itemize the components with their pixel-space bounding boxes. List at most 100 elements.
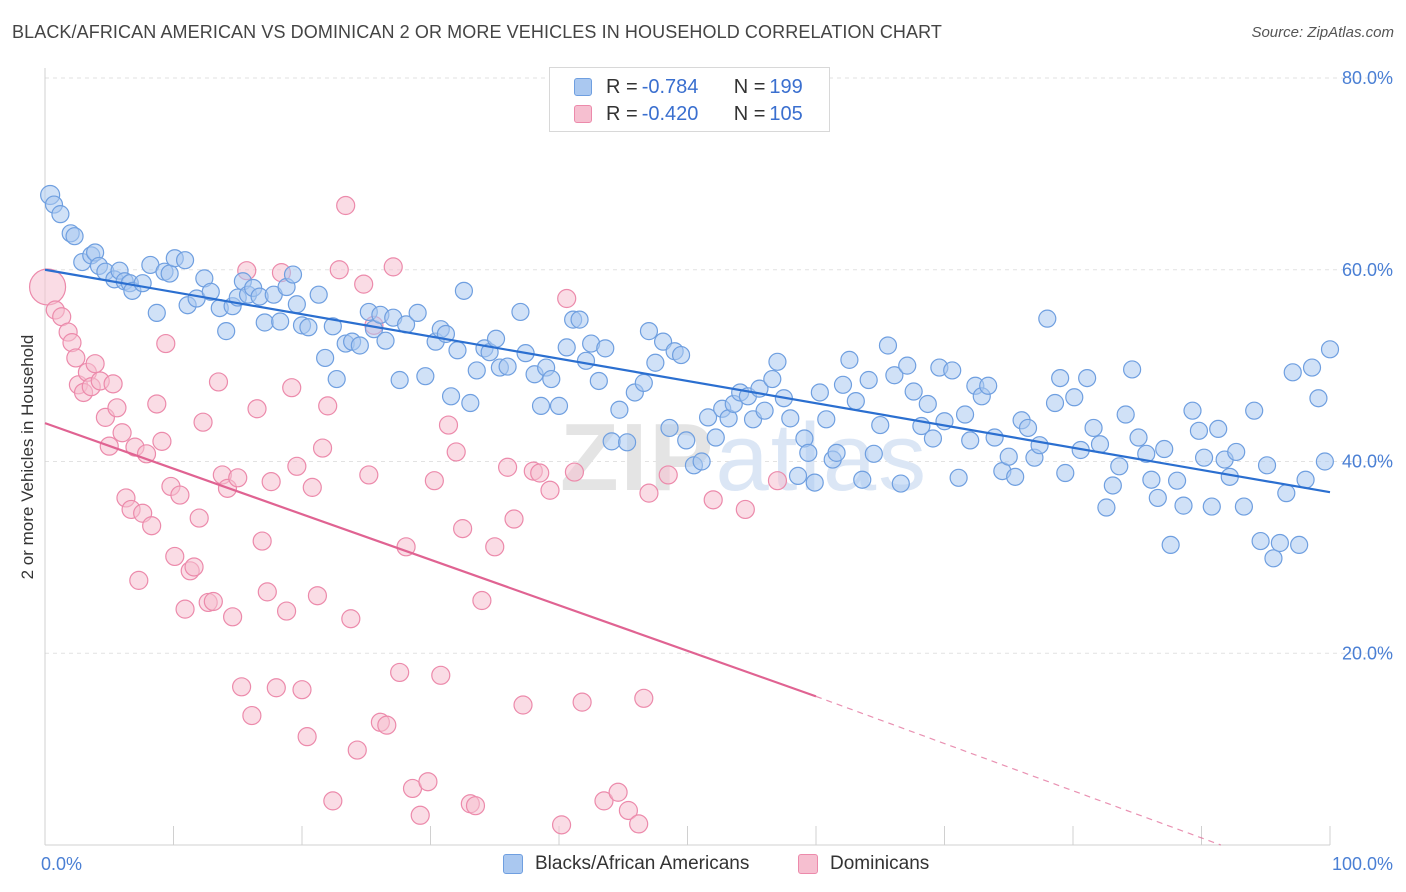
blacks-point	[646, 353, 665, 372]
dominicans-point	[564, 462, 585, 482]
trendlines	[44, 268, 1331, 846]
blacks-point	[781, 409, 800, 428]
legend-n-label: N =	[733, 75, 766, 98]
blacks-point	[1056, 463, 1075, 483]
blacks-point	[602, 432, 621, 451]
blacks-point	[1320, 340, 1340, 359]
dominicans-point	[557, 288, 577, 309]
legend-r-value: -0.420	[641, 102, 699, 125]
dominicans-point	[282, 378, 302, 398]
legend-r-label: R =	[606, 75, 638, 98]
y-tick-label: 40.0%	[1342, 452, 1393, 472]
blacks-point	[1189, 421, 1209, 440]
blacks-point	[799, 443, 818, 462]
legend-row-dominicans: R = -0.420 N = 105	[574, 101, 803, 127]
blacks-point	[1277, 484, 1296, 503]
blacks-point	[147, 303, 166, 322]
blacks-point	[885, 366, 904, 385]
bottom-legend-dominicans: Dominicans	[798, 851, 929, 877]
dominicans-point	[329, 260, 349, 280]
dominicans-point	[147, 394, 167, 414]
legend-r-label: R =	[606, 102, 638, 125]
blacks-point	[827, 443, 846, 462]
dominicans-point	[658, 465, 678, 485]
blacks-point	[1234, 497, 1254, 516]
dominicans-point	[312, 438, 333, 458]
bottom-legend-label: Dominicans	[830, 853, 930, 874]
blacks-point	[1045, 393, 1065, 413]
blacks-point	[1142, 470, 1161, 489]
dominicans-point	[323, 791, 343, 811]
blacks-point	[805, 473, 824, 492]
correlation-legend: R = -0.784 N = 199 R = -0.420 N = 105	[549, 67, 830, 132]
dominicans-point	[232, 677, 252, 697]
blacks-point	[1155, 439, 1174, 459]
blacks-point	[1129, 428, 1148, 447]
blacks-point	[1309, 389, 1328, 408]
dominicans-point	[513, 695, 533, 715]
blacks-point	[677, 431, 696, 450]
y-tick-label: 60.0%	[1342, 260, 1393, 280]
blacks-point	[557, 338, 576, 357]
dominicans-point	[551, 815, 572, 835]
dominicans-point	[472, 590, 492, 611]
blacks-point	[133, 274, 152, 293]
blacks-point	[1202, 497, 1221, 516]
dominicans-point	[377, 715, 397, 735]
blacks-point	[1018, 418, 1038, 438]
blacks-point	[1030, 436, 1049, 455]
dominicans-point	[618, 800, 638, 821]
blacks-point	[864, 444, 883, 463]
blacks-point	[1123, 360, 1142, 379]
blacks-point	[441, 387, 461, 406]
legend-n-label: N =	[733, 102, 766, 125]
dominicans-point	[266, 678, 286, 698]
blacks-point	[448, 341, 467, 360]
blacks-point	[698, 408, 718, 427]
blacks-point	[1110, 457, 1129, 476]
blacks-point	[390, 370, 409, 390]
blacks-point	[833, 375, 853, 394]
legend-swatch-blue	[574, 78, 592, 96]
dominicans-point	[142, 516, 162, 536]
blacks-point	[486, 329, 506, 348]
dominicans-point	[639, 483, 659, 503]
blacks-point	[323, 317, 342, 336]
blacks-point	[660, 418, 679, 438]
dominicans-point	[318, 396, 338, 416]
dominicans-point	[257, 582, 277, 602]
dominicans-point	[354, 274, 374, 294]
blacks-point	[1174, 496, 1193, 515]
blacks-point	[840, 350, 859, 369]
bottom-legend-swatch-pink	[798, 854, 818, 874]
blacks-point	[1078, 368, 1097, 388]
blacks-point	[1097, 498, 1116, 517]
blacks-point	[918, 394, 937, 414]
dominicans-point	[629, 814, 649, 834]
tick-labels: 20.0% 40.0% 60.0% 80.0% 0.0% 100.0%	[41, 68, 1393, 874]
dominicans-point	[228, 468, 248, 488]
dominicans-point	[735, 499, 755, 520]
dominicans-point	[359, 465, 379, 485]
dominicans-point	[594, 791, 614, 811]
dominicans-point	[175, 599, 195, 619]
blacks-point	[1065, 388, 1084, 407]
dominicans-point	[424, 471, 444, 491]
blacks-point	[949, 468, 968, 487]
dominicans-point	[189, 508, 209, 528]
watermark-text: ZIPatlas	[560, 404, 928, 511]
dominicans-point	[703, 490, 723, 510]
legend-row-blacks: R = -0.784 N = 199	[574, 74, 803, 100]
blacks-point	[846, 391, 865, 411]
dominicans-point	[302, 477, 322, 497]
blacks-point	[1302, 358, 1322, 377]
blacks-points	[40, 184, 1340, 568]
blacks-point	[283, 265, 303, 284]
blacks-point	[1245, 401, 1264, 420]
y-tick-label: 80.0%	[1342, 68, 1393, 88]
dominicans-point	[453, 519, 473, 539]
y-axis-title: 2 or more Vehicles in Household	[18, 335, 37, 580]
blacks-point	[1257, 456, 1277, 475]
blacks-point	[467, 361, 486, 380]
